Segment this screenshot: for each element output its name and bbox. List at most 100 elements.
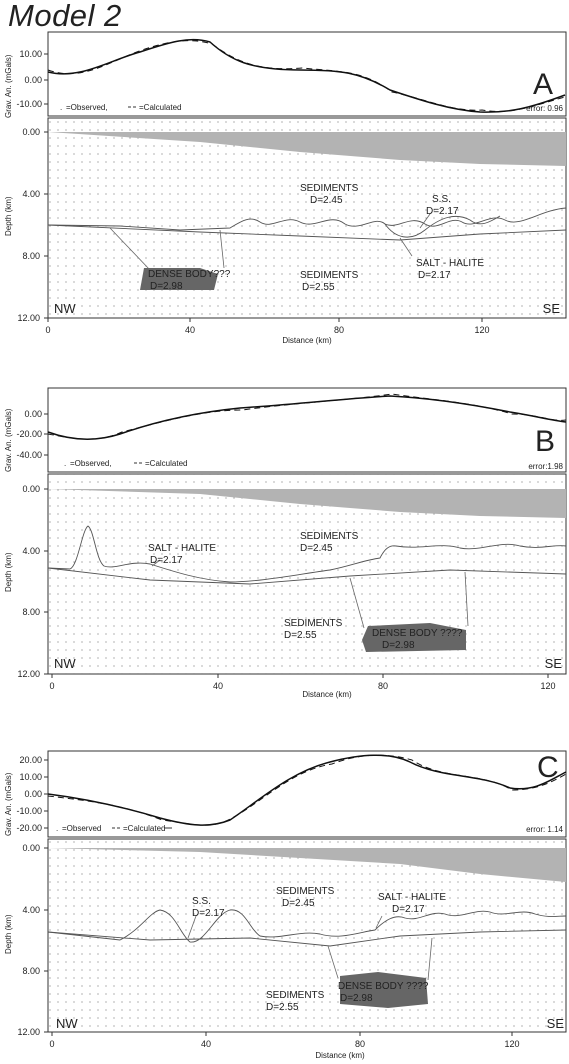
- panel-b-salt-base: [47, 567, 567, 585]
- panel-c-pointer: [327, 945, 339, 979]
- grav-tick: 0.00: [24, 409, 42, 419]
- density-label: D=2.98: [340, 993, 373, 1004]
- legend-observed: =Observed,: [66, 103, 108, 112]
- dense-body-label: DENSE BODY ????: [338, 981, 429, 992]
- sediments-label: SEDIMENTS: [300, 531, 359, 542]
- depth-tick: 12.00: [17, 669, 40, 679]
- grav-axis-label: Grav. An. (mGals): [4, 54, 13, 118]
- distance-tick: 40: [201, 1039, 211, 1049]
- figure-title: Model 2: [8, 0, 122, 33]
- panel-b-gravity-frame: [47, 387, 567, 473]
- density-label: D=2.98: [382, 640, 415, 651]
- density-label: D=2.55: [284, 630, 317, 641]
- distance-axis-label: Distance (km): [302, 690, 352, 699]
- panel-a-calculated-curve: [47, 38, 566, 113]
- panel-c-water-layer: [48, 848, 566, 882]
- panel-c-salt-base: [47, 929, 567, 947]
- panel-b-pointer: [464, 571, 469, 627]
- panel-a-pointer: [219, 229, 225, 269]
- dense-body-label: DENSE BODY???: [148, 269, 231, 280]
- sediments-label: SEDIMENTS: [300, 270, 359, 281]
- panel-b-dense-body: [362, 623, 466, 652]
- nw-label: NW: [56, 1016, 78, 1031]
- legend-observed: =Observed,: [70, 459, 112, 468]
- grav-tick: -40.00: [16, 450, 42, 460]
- distance-tick: 40: [185, 325, 195, 335]
- density-label: D=2.17: [418, 270, 451, 281]
- density-label: D=2.98: [150, 281, 183, 292]
- depth-axis-label: Depth (km): [4, 914, 13, 954]
- legend-observed-marker: .: [60, 103, 62, 112]
- panel-a-water-layer: [48, 132, 566, 166]
- panel-b-pointer: [151, 559, 161, 567]
- density-label: D=2.55: [266, 1002, 299, 1013]
- distance-tick: 40: [213, 681, 223, 691]
- density-label: D=2.17: [150, 555, 183, 566]
- panel-b-distance-axis: 0 40 80 120 Distance (km): [49, 674, 556, 699]
- density-label: D=2.17: [426, 206, 459, 217]
- se-label: SE: [543, 301, 561, 316]
- grav-tick: 0.00: [24, 789, 42, 799]
- panel-c-calculated-curve: [47, 754, 567, 826]
- grav-tick: 0.00: [24, 75, 42, 85]
- panel-b-grav-axis: 0.00 -20.00 -40.00 Grav. An. (mGals): [4, 408, 48, 472]
- error-readout: error: 0.96: [526, 104, 563, 113]
- salt-label: SALT - HALITE: [416, 258, 484, 269]
- legend-observed: =Observed: [62, 824, 101, 833]
- grav-tick: 10.00: [19, 772, 42, 782]
- panel-a-pointer: [399, 237, 413, 257]
- panel-a-salt-base: [47, 224, 567, 241]
- panel-c-depth-axis: 0.00 4.00 8.00 12.00 Depth (km): [4, 843, 48, 1037]
- depth-tick: 8.00: [22, 251, 40, 261]
- panel-c: 20.00 10.00 0.00 -10.00 -20.00 Grav. An.…: [4, 750, 567, 1060]
- grav-axis-label: Grav. An. (mGals): [4, 408, 13, 472]
- legend-calculated: =Calculated: [145, 459, 187, 468]
- depth-tick: 8.00: [22, 607, 40, 617]
- legend-calculated: =Calculated: [123, 824, 165, 833]
- panel-a-salt-top: [47, 207, 567, 231]
- panel-b: 0.00 -20.00 -40.00 Grav. An. (mGals) . =…: [4, 387, 567, 699]
- grav-tick: 20.00: [19, 755, 42, 765]
- legend-calculated: =Calculated: [139, 103, 181, 112]
- panel-a-dense-body: [140, 268, 218, 290]
- depth-axis-label: Depth (km): [4, 196, 13, 236]
- distance-tick: 80: [334, 325, 344, 335]
- ss-label: S.S.: [432, 194, 451, 205]
- dense-body-label: DENSE BODY ????: [372, 628, 463, 639]
- panel-c-pointer: [375, 915, 383, 929]
- grav-tick: 10.00: [19, 49, 42, 59]
- sediments-label: SEDIMENTS: [284, 618, 343, 629]
- density-label: D=2.45: [282, 898, 315, 909]
- panel-letter: A: [533, 68, 553, 101]
- nw-label: NW: [54, 656, 76, 671]
- depth-tick: 12.00: [17, 313, 40, 323]
- distance-axis-label: Distance (km): [315, 1051, 365, 1060]
- sediments-label: SEDIMENTS: [276, 886, 335, 897]
- distance-tick: 80: [378, 681, 388, 691]
- error-readout: error:1.98: [528, 462, 563, 471]
- density-label: D=2.45: [300, 543, 333, 554]
- panel-c-salt-top: [47, 909, 567, 943]
- grav-tick: -20.00: [16, 429, 42, 439]
- density-label: D=2.17: [192, 908, 225, 919]
- panel-b-pointer: [349, 577, 365, 629]
- density-label: D=2.55: [302, 282, 335, 293]
- depth-tick: 0.00: [22, 127, 40, 137]
- density-label: D=2.45: [310, 195, 343, 206]
- depth-tick: 0.00: [22, 843, 40, 853]
- panel-a-ss-body: [384, 215, 501, 238]
- panel-a-observed-curve: [47, 40, 566, 112]
- distance-tick: 0: [45, 325, 50, 335]
- depth-axis-label: Depth (km): [4, 552, 13, 592]
- panel-b-observed-curve: [47, 393, 567, 440]
- se-label: SE: [547, 1016, 565, 1031]
- panel-letter: C: [537, 751, 559, 784]
- sediments-label: SEDIMENTS: [300, 183, 359, 194]
- panel-a-grav-axis: 10.00 0.00 -10.00 Grav. An. (mGals): [4, 49, 48, 118]
- panel-a-gravity-frame: [47, 31, 567, 117]
- panel-b-salt-top: [47, 525, 567, 583]
- panel-c-grav-axis: 20.00 10.00 0.00 -10.00 -20.00 Grav. An.…: [4, 755, 48, 836]
- panel-a-depth-axis: 0.00 4.00 8.00 12.00 Depth (km): [4, 127, 48, 323]
- distance-tick: 0: [49, 681, 54, 691]
